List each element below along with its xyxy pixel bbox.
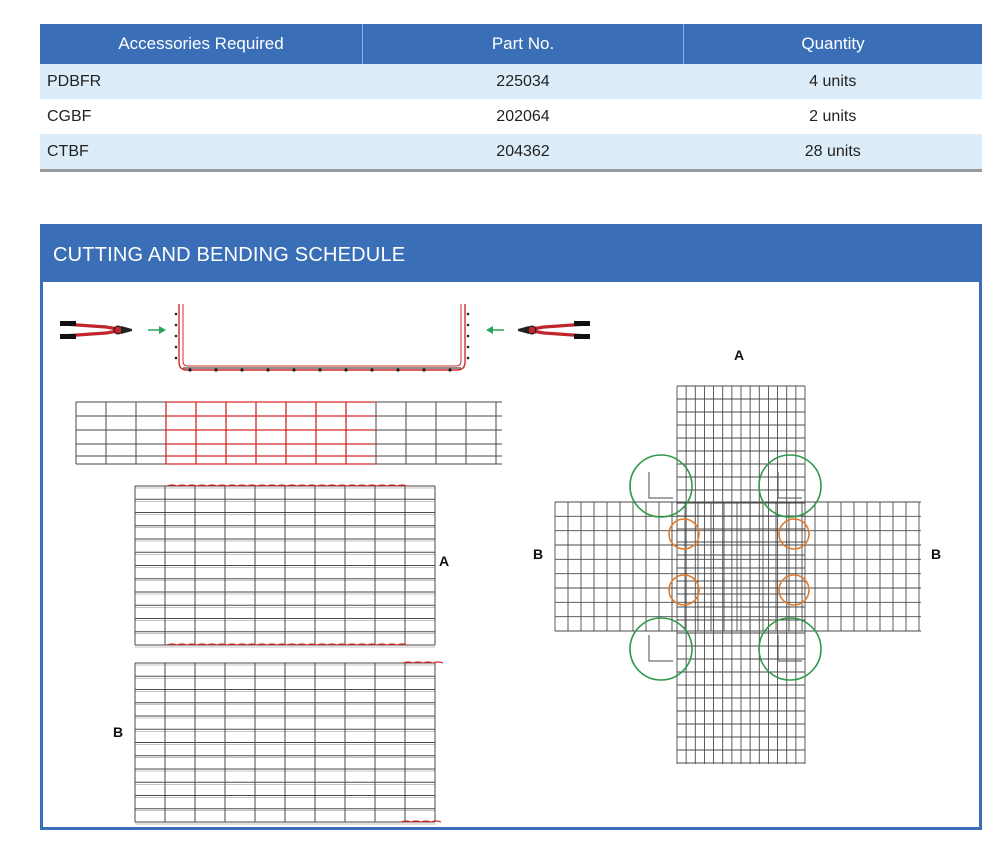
tray-wire-dot <box>240 368 244 372</box>
tray-wire-dot <box>422 368 426 372</box>
tray-profile-diagram <box>174 304 470 372</box>
cutter-grip <box>574 334 590 339</box>
tray-outline-inner <box>182 304 462 367</box>
tray-wire-dot <box>466 323 470 327</box>
accessories-table: Accessories Required Part No. Quantity P… <box>40 24 982 172</box>
tray-wire-dot <box>174 312 178 316</box>
joint-circle-green <box>758 617 822 681</box>
cutter-grip <box>60 321 76 326</box>
accessory-quantity: 28 units <box>683 134 982 172</box>
tray-wire-dot <box>174 334 178 338</box>
joint-circle-green <box>758 454 822 518</box>
joint-circle-green <box>629 617 693 681</box>
accessory-part-no: 202064 <box>362 99 684 134</box>
schedule-title: CUTTING AND BENDING SCHEDULE <box>43 227 979 284</box>
tray-wire-dot <box>174 356 178 360</box>
joint-circle-green <box>629 454 693 518</box>
direction-arrows <box>148 326 504 334</box>
tray-wire-dot <box>266 368 270 372</box>
accessory-name: PDBFR <box>40 64 363 99</box>
cutter-grip <box>574 321 590 326</box>
corner-bracket <box>777 472 802 499</box>
accessory-part-no: 225034 <box>362 64 684 99</box>
accessory-name: CGBF <box>40 99 363 134</box>
joint-highlight-circles <box>629 454 822 681</box>
cross-junction-diagram <box>554 385 921 764</box>
tray-wire-dot <box>370 368 374 372</box>
table-row: PDBFR 225034 4 units <box>40 64 982 99</box>
header-accessories-required: Accessories Required <box>40 24 363 64</box>
cutter-pivot <box>527 325 537 335</box>
mesh-panel-a <box>134 484 436 648</box>
arrow-right-icon <box>159 326 166 334</box>
corner-bracket <box>648 635 673 662</box>
cutter-grip <box>60 334 76 339</box>
schedule-diagram-area: A B A B B <box>43 284 979 827</box>
tray-wire-dot <box>448 368 452 372</box>
tray-wire-dot <box>318 368 322 372</box>
cut-line <box>402 661 444 664</box>
panel-a-label: A <box>439 553 449 569</box>
tray-wire-dot <box>292 368 296 372</box>
joint-circle-orange <box>668 574 700 606</box>
cutter-pivot <box>113 325 123 335</box>
arrow-left-icon <box>486 326 493 334</box>
accessory-quantity: 4 units <box>683 64 982 99</box>
tray-wire-dot <box>466 334 470 338</box>
corner-bracket <box>777 635 802 662</box>
bolt-cutter-right-icon <box>518 321 590 339</box>
cross-left-label: B <box>533 546 543 562</box>
cut-line <box>166 484 408 487</box>
tray-wire-dot <box>188 368 192 372</box>
joint-circle-orange <box>778 574 810 606</box>
accessory-name: CTBF <box>40 134 363 172</box>
tray-wire-dot <box>344 368 348 372</box>
tray-wire-dot <box>174 323 178 327</box>
schedule-diagram: A B A B B <box>60 304 941 825</box>
tray-wire-dot <box>466 356 470 360</box>
mesh-cut-strip <box>75 401 502 465</box>
tray-wire-dot <box>466 312 470 316</box>
accessories-header-row: Accessories Required Part No. Quantity <box>40 24 982 64</box>
joint-circle-orange <box>778 518 810 550</box>
tray-wire-dot <box>214 368 218 372</box>
tray-wire-dot <box>466 345 470 349</box>
header-quantity: Quantity <box>683 24 982 64</box>
bolt-cutter-left-icon <box>60 321 132 339</box>
accessory-quantity: 2 units <box>683 99 982 134</box>
cut-line <box>166 643 408 646</box>
cutting-bending-schedule-panel: CUTTING AND BENDING SCHEDULE A B A B B <box>40 224 982 830</box>
tray-wire-dot <box>174 345 178 349</box>
table-row: CGBF 202064 2 units <box>40 99 982 134</box>
mesh-panel-b <box>134 661 444 825</box>
header-part-no: Part No. <box>362 24 684 64</box>
panel-b-label: B <box>113 724 123 740</box>
cutter-jaw <box>518 326 529 334</box>
table-row: CTBF 204362 28 units <box>40 134 982 172</box>
cross-top-label: A <box>734 347 744 363</box>
tray-outline <box>178 304 466 371</box>
tray-wire-dot <box>396 368 400 372</box>
cross-right-label: B <box>931 546 941 562</box>
accessory-part-no: 204362 <box>362 134 684 172</box>
joint-circle-orange <box>668 518 700 550</box>
cutter-jaw <box>121 326 132 334</box>
cut-line <box>400 820 442 823</box>
corner-bracket <box>648 472 673 499</box>
